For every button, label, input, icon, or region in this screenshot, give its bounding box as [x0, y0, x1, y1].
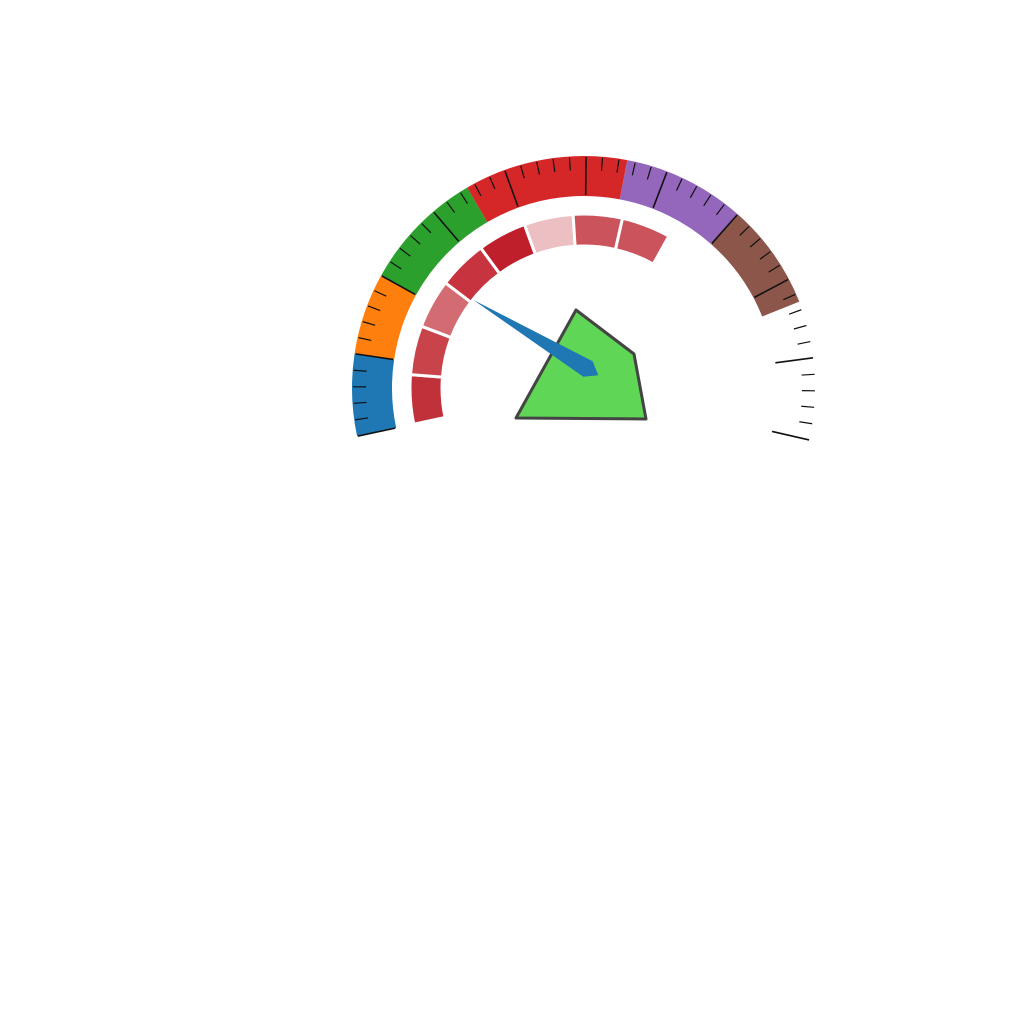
minor-tick-15 — [421, 223, 432, 234]
outer-bands — [352, 155, 800, 437]
minor-tick-35 — [715, 204, 725, 216]
major-tick-11 — [381, 275, 416, 296]
outer-band-1 — [352, 353, 397, 437]
outer-band-6 — [711, 214, 800, 317]
minor-tick-42 — [783, 293, 796, 301]
minor-tick-2 — [355, 417, 369, 421]
minor-tick-33 — [689, 186, 698, 198]
minor-tick-24 — [552, 158, 556, 173]
minor-tick-20 — [489, 176, 496, 190]
minor-tick-30 — [646, 166, 652, 180]
minor-tick-44 — [793, 324, 807, 330]
minor-tick-32 — [675, 178, 683, 191]
minor-tick-14 — [410, 235, 421, 245]
major-tick-31 — [652, 172, 668, 209]
minor-tick-43 — [788, 309, 802, 315]
minor-tick-23 — [536, 161, 541, 175]
minor-tick-27 — [600, 157, 604, 171]
minor-tick-5 — [353, 369, 367, 372]
minor-tick-18 — [460, 192, 469, 205]
minor-tick-29 — [631, 162, 636, 176]
major-tick-1 — [357, 427, 396, 437]
outer-band-5 — [619, 160, 738, 245]
major-tick-6 — [355, 353, 394, 361]
outer-band-3 — [381, 187, 488, 295]
minor-tick-37 — [739, 225, 750, 236]
minor-tick-17 — [446, 201, 456, 213]
minor-tick-9 — [367, 305, 381, 312]
minor-tick-34 — [703, 194, 712, 207]
minor-tick-7 — [358, 337, 372, 342]
inner-segments — [408, 212, 671, 426]
minor-tick-12 — [390, 261, 402, 270]
inner-segment-8 — [613, 216, 671, 267]
minor-tick-45 — [797, 340, 811, 345]
outer-band-2 — [354, 275, 417, 360]
minor-tick-3 — [353, 401, 367, 404]
major-tick-41 — [754, 278, 789, 299]
minor-tick-49 — [801, 405, 815, 408]
minor-tick-40 — [768, 264, 781, 273]
outer-band-4 — [467, 155, 628, 223]
inner-segment-7 — [571, 212, 625, 252]
major-tick-51 — [771, 430, 810, 441]
major-tick-46 — [775, 357, 814, 364]
needle — [473, 299, 599, 377]
needle-group — [473, 299, 599, 377]
minor-tick-25 — [568, 157, 571, 171]
major-tick-16 — [433, 211, 460, 242]
major-tick-36 — [711, 214, 738, 244]
minor-tick-19 — [474, 184, 482, 197]
minor-tick-50 — [799, 421, 813, 425]
minor-tick-10 — [374, 290, 387, 297]
inner-segment-1 — [408, 373, 447, 426]
minor-tick-22 — [520, 165, 525, 179]
minor-tick-47 — [801, 373, 815, 376]
minor-tick-38 — [749, 238, 761, 248]
major-tick-21 — [504, 170, 519, 207]
minor-tick-13 — [399, 247, 411, 257]
minor-tick-39 — [759, 251, 771, 260]
minor-tick-28 — [616, 159, 620, 173]
inner-segment-6 — [522, 212, 577, 257]
scale-ticks — [352, 157, 815, 441]
minor-tick-8 — [362, 321, 376, 326]
